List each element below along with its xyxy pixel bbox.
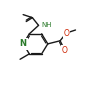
Text: O: O: [62, 46, 68, 55]
Text: N: N: [20, 39, 27, 48]
Text: O: O: [63, 29, 69, 38]
Text: NH: NH: [42, 22, 52, 28]
